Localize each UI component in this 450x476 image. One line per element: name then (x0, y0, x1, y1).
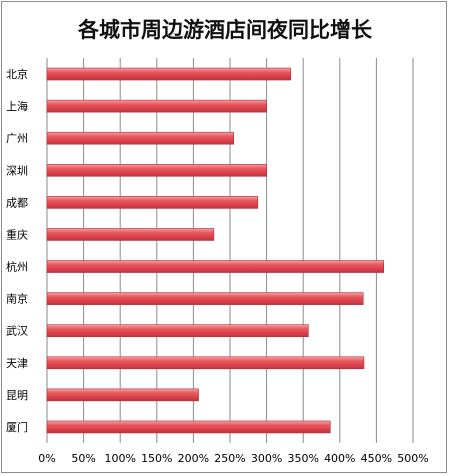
bar (46, 228, 215, 241)
category-label: 上海 (6, 99, 28, 113)
x-tick-label: 450% (361, 452, 392, 465)
category-label: 广州 (6, 132, 28, 145)
category-label: 杭州 (6, 260, 28, 274)
bar (46, 420, 331, 434)
x-tick-label: 500% (397, 452, 428, 465)
x-tick-label: 50% (71, 452, 95, 465)
x-tick-label: 100% (104, 452, 135, 465)
category-label: 昆明 (6, 389, 28, 402)
x-tick-label: 350% (287, 452, 318, 465)
category-label: 北京 (6, 67, 28, 81)
bar (46, 99, 267, 113)
category-label: 成都 (6, 196, 28, 209)
x-tick-label: 400% (324, 452, 355, 465)
bar (46, 163, 267, 177)
bar (46, 260, 385, 273)
category-label: 南京 (6, 292, 28, 306)
x-tick-label: 250% (214, 452, 245, 465)
chart-title: 各城市周边游酒店间夜同比增长 (78, 18, 372, 42)
category-label: 天津 (6, 357, 28, 370)
category-label: 深圳 (6, 164, 28, 177)
bar (46, 356, 365, 370)
bar (46, 131, 234, 145)
category-label: 武汉 (6, 325, 28, 338)
axis-labels: 0% 50% 100% 150% 200% 250% 300% 350% 400% 450% 500… (6, 67, 429, 465)
gridlines (46, 58, 414, 443)
bar (46, 324, 309, 338)
x-tick-label: 150% (141, 452, 172, 465)
bar (46, 196, 259, 209)
x-tick-label: 300% (251, 452, 282, 465)
x-tick-label: 0% (38, 452, 55, 465)
bars (46, 67, 385, 434)
x-tick-label: 200% (178, 452, 209, 465)
category-label: 厦门 (6, 420, 28, 434)
bar (46, 388, 199, 402)
bar (46, 292, 364, 305)
category-label: 重庆 (6, 227, 28, 241)
bar (46, 67, 292, 81)
